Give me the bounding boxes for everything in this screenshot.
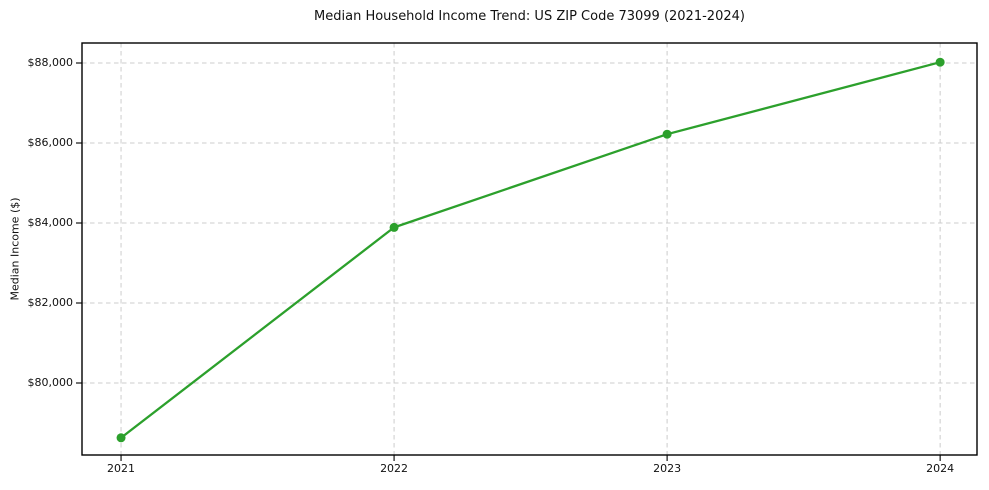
x-tick-label: 2021 bbox=[107, 462, 136, 475]
data-point-2021 bbox=[116, 433, 126, 443]
y-tick-label: $80,000 bbox=[27, 376, 74, 389]
data-point-2023 bbox=[662, 129, 672, 139]
income-trend-line bbox=[119, 61, 942, 439]
chart-title: Median Household Income Trend: US ZIP Co… bbox=[314, 9, 745, 24]
x-tick-label: 2022 bbox=[380, 462, 409, 475]
data-point-2024 bbox=[935, 57, 945, 67]
y-tick-label: $86,000 bbox=[27, 136, 74, 149]
x-tick-label: 2024 bbox=[926, 462, 955, 475]
y-tick-label: $84,000 bbox=[27, 216, 74, 229]
plot-border bbox=[81, 42, 978, 456]
x-tick-label: 2023 bbox=[653, 462, 682, 475]
y-tick-label: $82,000 bbox=[27, 296, 74, 309]
y-tick-label: $88,000 bbox=[27, 56, 74, 69]
data-point-2022 bbox=[389, 222, 399, 232]
